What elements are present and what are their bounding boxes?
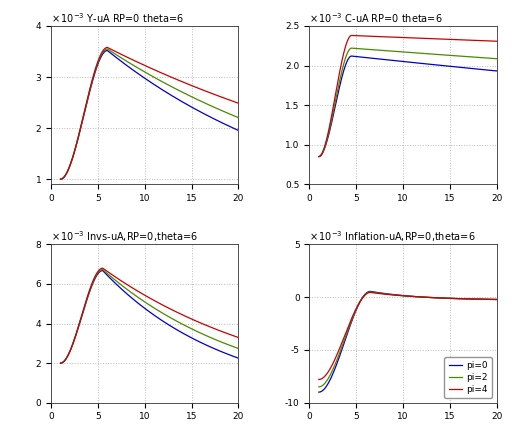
pi=2: [494, 297, 500, 302]
pi=2: [422, 294, 429, 300]
pi=0: [367, 289, 373, 294]
pi=4: [494, 297, 500, 302]
pi=2: [421, 294, 428, 300]
Legend: pi=0, pi=2, pi=4: pi=0, pi=2, pi=4: [444, 357, 492, 398]
pi=0: [478, 297, 484, 302]
pi=4: [367, 290, 373, 295]
Line: pi=2: pi=2: [319, 292, 497, 387]
pi=0: [466, 297, 473, 302]
pi=0: [316, 390, 322, 395]
pi=4: [316, 377, 322, 382]
pi=2: [478, 297, 484, 302]
Text: $\times\,10^{-3}$ Y-uA RP=0 theta=6: $\times\,10^{-3}$ Y-uA RP=0 theta=6: [51, 11, 184, 25]
pi=2: [367, 289, 373, 294]
pi=0: [494, 297, 500, 302]
Text: $\times\,10^{-3}$ Inflation-uA,RP=0,theta=6: $\times\,10^{-3}$ Inflation-uA,RP=0,thet…: [309, 229, 476, 244]
pi=4: [466, 296, 473, 301]
Text: $\times\,10^{-3}$ Invs-uA,RP=0,theta=6: $\times\,10^{-3}$ Invs-uA,RP=0,theta=6: [51, 229, 198, 244]
pi=2: [425, 295, 431, 300]
pi=2: [466, 296, 473, 301]
pi=4: [422, 294, 429, 300]
Text: $\times\,10^{-3}$ C-uA RP=0 theta=6: $\times\,10^{-3}$ C-uA RP=0 theta=6: [309, 11, 443, 25]
Line: pi=4: pi=4: [319, 292, 497, 379]
pi=4: [478, 297, 484, 302]
Line: pi=0: pi=0: [319, 291, 497, 392]
pi=4: [425, 295, 431, 300]
pi=0: [422, 294, 429, 300]
pi=0: [421, 294, 428, 300]
pi=2: [316, 384, 322, 389]
pi=4: [316, 377, 323, 382]
pi=0: [316, 390, 323, 395]
pi=2: [316, 384, 323, 389]
pi=4: [421, 294, 428, 300]
pi=0: [425, 295, 431, 300]
